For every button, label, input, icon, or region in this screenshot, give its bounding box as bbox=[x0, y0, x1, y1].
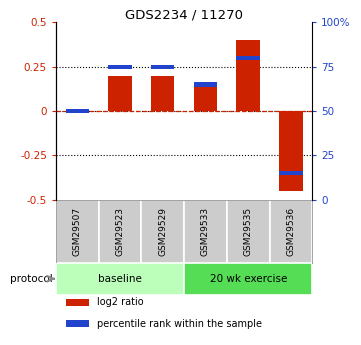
Bar bbox=[279, 111, 303, 191]
Bar bbox=[56, 200, 99, 263]
Text: protocol: protocol bbox=[10, 274, 53, 284]
Bar bbox=[194, 82, 217, 87]
Bar bbox=[108, 65, 132, 69]
Bar bbox=[66, 298, 89, 306]
Bar bbox=[99, 200, 142, 263]
Text: GSM29507: GSM29507 bbox=[73, 207, 82, 256]
Bar bbox=[270, 200, 312, 263]
Bar bbox=[56, 263, 184, 295]
Text: 20 wk exercise: 20 wk exercise bbox=[209, 274, 287, 284]
Bar bbox=[194, 86, 217, 111]
Bar bbox=[151, 65, 174, 69]
Text: GSM29535: GSM29535 bbox=[244, 207, 253, 256]
Text: baseline: baseline bbox=[98, 274, 142, 284]
Bar bbox=[142, 200, 184, 263]
Text: GSM29529: GSM29529 bbox=[158, 207, 167, 256]
Bar bbox=[236, 56, 260, 60]
Text: GSM29523: GSM29523 bbox=[116, 207, 125, 256]
Text: GSM29533: GSM29533 bbox=[201, 207, 210, 256]
Bar bbox=[227, 200, 270, 263]
Bar bbox=[236, 40, 260, 111]
Bar bbox=[66, 109, 89, 113]
Title: GDS2234 / 11270: GDS2234 / 11270 bbox=[125, 8, 243, 21]
Bar bbox=[184, 200, 227, 263]
Bar bbox=[66, 320, 89, 327]
Bar bbox=[151, 76, 174, 111]
Text: log2 ratio: log2 ratio bbox=[97, 297, 144, 307]
Bar bbox=[108, 76, 132, 111]
Bar bbox=[279, 171, 303, 175]
Bar bbox=[184, 263, 312, 295]
Text: percentile rank within the sample: percentile rank within the sample bbox=[97, 319, 262, 329]
Text: GSM29536: GSM29536 bbox=[286, 207, 295, 256]
